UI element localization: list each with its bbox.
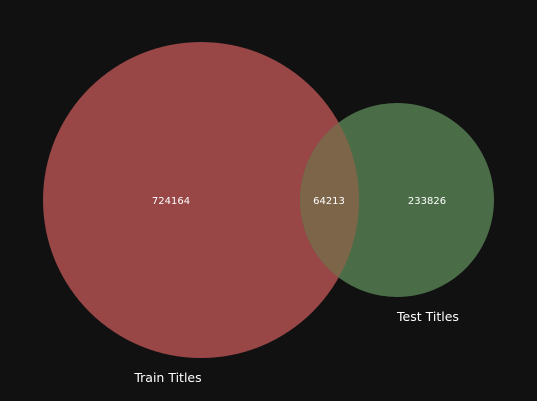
train-set-circle [43,42,359,358]
test-set-label: Test Titles [396,309,459,324]
intersection-count: 64213 [313,196,345,207]
test-only-count: 233826 [408,196,446,207]
train-only-count: 724164 [152,196,190,207]
intersection-region [300,103,359,297]
train-set-label: Train Titles [133,370,201,385]
